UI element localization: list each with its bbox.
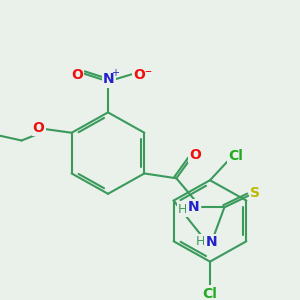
Text: S: S [250,186,260,200]
Text: H: H [196,235,205,248]
Text: O: O [71,68,83,82]
Text: N: N [206,235,217,249]
Text: O: O [33,121,45,135]
Text: Cl: Cl [202,286,217,300]
Text: Cl: Cl [229,149,243,163]
Text: N: N [103,73,115,86]
Text: N: N [188,200,199,214]
Text: O: O [189,148,201,162]
Text: O⁻: O⁻ [134,68,153,82]
Text: H: H [178,203,187,216]
Text: +: + [111,68,119,78]
